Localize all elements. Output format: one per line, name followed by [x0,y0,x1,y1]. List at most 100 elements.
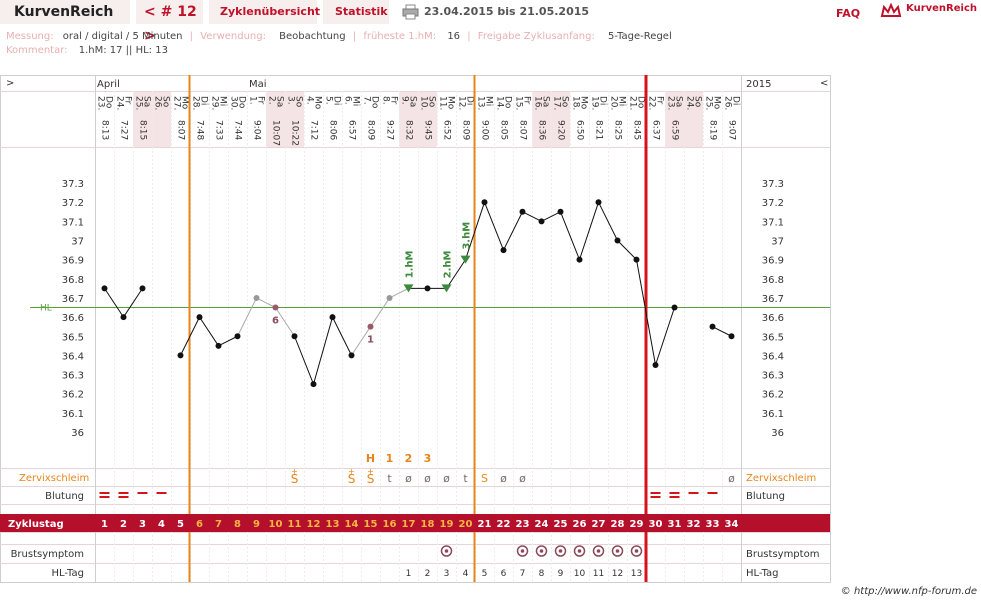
cervix-value: ø [728,472,735,485]
day-weekday: Sa [408,96,418,107]
day-date: 26. [153,96,163,110]
cervix-value: ø [519,472,526,485]
day-date: 15. [514,96,524,110]
measure-time: 9:27 [385,120,395,140]
day-weekday: Mi [484,96,494,106]
breast-symptom-dot [577,549,582,553]
usage-value: Beobachtung [279,31,346,42]
hl-day-number: 3 [444,569,450,579]
temperature-point-high [441,284,452,293]
temperature-point [500,247,507,254]
day-date: 24. [685,96,695,110]
tab-cycle-overview[interactable]: Zyklenübersicht [209,0,321,24]
temperature-point [671,304,678,311]
day-weekday: Mo [180,96,190,110]
hl-day-number: 2 [425,569,431,579]
day-date: 5. [324,96,334,105]
temperature-segment [104,288,124,318]
cycle-day-number: 10 [269,519,283,530]
day-weekday: So [161,96,171,108]
y-tick-label-left: 36.6 [62,313,84,324]
cervix-value: ø [405,472,412,485]
cycle-day-number: 15 [364,519,378,530]
brand-title[interactable]: KurvenReich [14,4,114,20]
day-weekday: Do [237,96,247,109]
cycle-nav-label[interactable]: < # 12 > [144,4,197,44]
cervix-value: S [481,472,488,485]
measure-time: 6:59 [670,120,680,140]
weekend-shade [266,91,285,147]
temperature-segment [370,297,390,327]
temperature-point [291,333,298,340]
cycle-day-number: 26 [573,519,587,530]
tab-cycle-overview-label[interactable]: Zyklenübersicht [220,5,321,18]
day-weekday: So [427,96,437,108]
cycle-day-number: 24 [535,519,549,530]
hl-label: HL [40,304,52,314]
temperature-point [329,314,336,321]
hl-day-number: 5 [482,569,488,579]
day-date: 6. [343,96,353,105]
earliest-label: früheste 1.hM: [363,31,437,42]
measure-time: 8:21 [594,120,604,140]
temperature-point [310,381,317,388]
cycle-day-number: 22 [497,519,511,530]
temperature-point [576,256,583,263]
earliest-value: 16 [447,31,461,42]
hl-day-number: 10 [574,569,586,579]
breast-symptom-dot [615,549,620,553]
day-date: 16. [533,96,543,110]
temperature-point [234,333,241,340]
day-weekday: So [294,96,304,108]
day-date: 30. [229,96,239,110]
cycle-day-number: 31 [668,519,682,530]
y-tick-label-left: 37.3 [62,179,84,190]
breast-symptom-dot [634,549,639,553]
tab-statistics[interactable]: Statistik [323,0,389,24]
measurement-label: Messung: [6,31,54,42]
measure-time: 8:13 [100,120,110,140]
measure-time: 9:00 [480,120,490,140]
temperature-segment [712,326,732,337]
printer-icon[interactable] [402,4,419,20]
hl-day-number: 4 [463,569,469,579]
month-label: Mai [249,79,267,90]
temperature-segment [598,201,618,241]
day-weekday: Mo [579,96,589,110]
temperature-point [101,285,108,292]
cycle-nav[interactable]: < # 12 > [136,0,203,44]
y-tick-label-right: 36.7 [762,294,784,305]
faq-link[interactable]: FAQ [836,7,861,20]
weekend-shade [285,91,304,147]
temperature-segment [275,307,295,337]
temperature-point [215,342,222,349]
day-date: 7. [362,96,372,105]
temperature-point [481,199,488,206]
usage-label: Verwendung: [200,31,266,42]
hl-day-number: 1 [406,569,412,579]
day-date: 25. [704,96,714,110]
day-date: 25. [134,96,144,110]
day-weekday: Sa [541,96,551,107]
day-date: 24. [115,96,125,110]
temperature-segment [218,335,238,347]
measure-time: 8:07 [176,120,186,140]
chart-nav-right: < [820,78,828,89]
measure-time: 7:27 [119,120,129,140]
day-date: 9. [400,96,410,105]
temperature-segment [294,336,314,385]
day-date: 26. [723,96,733,110]
brand-tab[interactable]: KurvenReich [0,0,130,24]
cycle-day-number: 28 [611,519,625,530]
day-weekday: Mo [712,96,722,110]
weekend-shade [133,91,152,147]
tab-statistics-label[interactable]: Statistik [335,5,388,18]
measure-time: 8:09 [461,120,471,140]
cycle-day-number: 13 [326,519,340,530]
release-value: 5-Tage-Regel [608,31,672,42]
measure-time: 8:07 [518,120,528,140]
cycle-day-number: 16 [383,519,397,530]
temperature-point [519,208,526,215]
cycle-day-band [0,514,830,532]
cycle-day-number: 3 [139,519,146,530]
